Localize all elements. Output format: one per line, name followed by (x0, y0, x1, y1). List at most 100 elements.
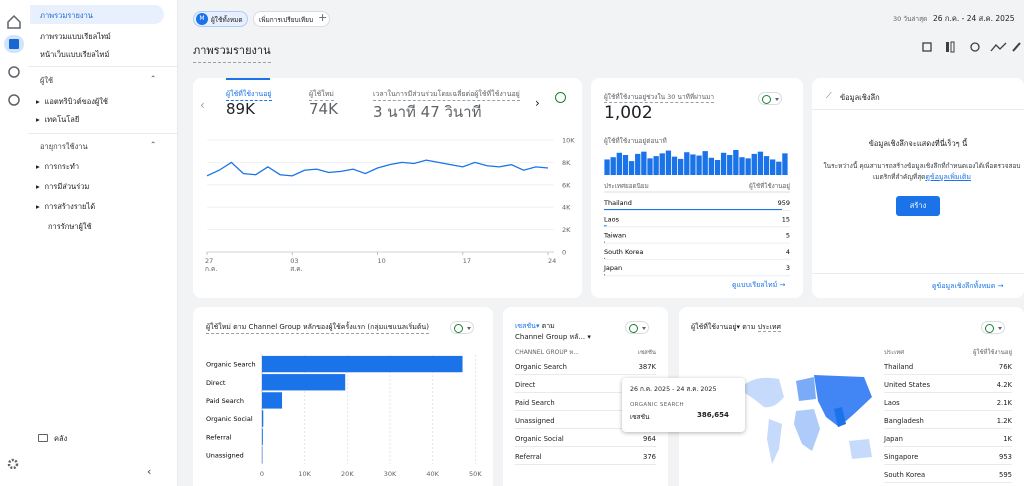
line-chart: 0 2K 4K 6K 8K 10K 27 ก.ค. 03 ส.ค. 10 17 24 (205, 137, 575, 274)
explore-icon[interactable] (8, 66, 20, 78)
nav-item[interactable]: ภาพรวมแบบเรียลไทม์ (40, 32, 111, 41)
metric-value: 74K (309, 100, 338, 118)
table-header: ผู้ใช้ที่ใช้งานอยู่ (749, 181, 790, 190)
insights-link[interactable]: ดูข้อมูลเชิงลึกทั้งหมด → (932, 282, 1004, 290)
realtime-title: ผู้ใช้ที่ใช้งานอยู่ช่วงใน 30 นาทีที่ผ่าน… (604, 93, 714, 103)
collapse-caret[interactable]: ⌃ (150, 74, 157, 83)
insights-title: ข้อมูลเชิงลึก (840, 93, 880, 102)
metric-picker[interactable]: เซสชัน▾ ตาม (515, 322, 555, 330)
category-label: Organic Search (206, 361, 256, 369)
plus-icon: + (318, 11, 328, 24)
row-rule (884, 428, 1012, 429)
home-icon[interactable] (7, 14, 21, 29)
row-value: 76K (998, 363, 1012, 371)
collapse-sidebar[interactable]: ‹ (147, 465, 152, 478)
metric-label[interactable]: ผู้ใช้ที่ใช้งานอยู่ (226, 89, 272, 101)
row-value: 1K (1003, 435, 1012, 443)
x-tick-label: 30K (384, 470, 397, 478)
map-south-america (767, 419, 782, 464)
dimension-picker-label: Channel Group หลั... (515, 333, 586, 341)
by-label: ตาม (541, 322, 555, 330)
map-asia (814, 375, 872, 427)
icon-rail (0, 0, 28, 486)
map-north-america (739, 377, 784, 408)
date-range[interactable]: 26 ก.ค. - 24 ส.ค. 2025 (933, 14, 1015, 23)
add-comparison[interactable] (253, 11, 330, 27)
row-rule (884, 464, 1012, 465)
bar (635, 153, 641, 175)
x-tick-label: 10K (298, 470, 311, 478)
learn-more[interactable]: ดูข้อมูลเพิ่มเติม (925, 173, 972, 181)
nav-item[interactable]: ภาพรวมรายงาน (40, 11, 93, 20)
bar (671, 156, 678, 175)
row-label: Paid Search (515, 399, 555, 407)
metric-picker-label: เซสชัน (515, 322, 536, 330)
nav-item[interactable]: การรักษาผู้ใช้ (48, 222, 92, 231)
y-tick-label: 8K (562, 159, 571, 167)
bar (604, 159, 610, 175)
insights-icon[interactable] (990, 42, 1007, 52)
country-name: Laos (604, 215, 620, 223)
row-rule (884, 392, 1012, 393)
row-rule (884, 482, 1012, 483)
bar (616, 152, 622, 175)
edit-icon[interactable] (1012, 42, 1021, 52)
metric-picker[interactable]: ผู้ใช้ที่ใช้งานอยู่ (691, 323, 737, 331)
row-label: Singapore (884, 453, 919, 461)
bar (751, 153, 757, 175)
metric-value: 3 นาที 47 วินาที (373, 103, 482, 121)
row-label: Bangladesh (884, 417, 924, 425)
nav-item-label: การมีส่วนร่วม (44, 182, 90, 191)
divider (28, 133, 178, 134)
dimension-picker[interactable]: ประเทศ (757, 323, 781, 332)
row-rule (884, 410, 1012, 411)
row-value: 595 (999, 471, 1012, 479)
y-tick-label: 2K (562, 226, 571, 234)
per-minute-title: ผู้ใช้ที่ใช้งานอยู่ต่อนาที (604, 137, 667, 145)
nav-section[interactable]: ผู้ใช้ (40, 76, 54, 85)
bar (262, 428, 263, 445)
reports-icon[interactable] (9, 39, 19, 49)
rail-icons (4, 14, 24, 470)
metric-label[interactable]: ผู้ใช้ใหม่ (309, 89, 334, 101)
status-menu[interactable] (981, 321, 1005, 334)
nav-item[interactable]: ▸ เทคโนโลยี (36, 115, 80, 124)
create-button[interactable]: สร้าง (896, 196, 940, 216)
settings-icon[interactable] (7, 458, 19, 470)
sidebar (28, 0, 178, 486)
advertising-icon[interactable] (8, 94, 20, 106)
segment-label: ผู้ใช้ทั้งหมด (211, 16, 243, 24)
nav-item[interactable]: ▸ การกระทำ (36, 162, 80, 171)
category-label: Paid Search (206, 397, 244, 405)
metric-label[interactable]: เวลาในการมีส่วนร่วมโดยเฉลี่ยต่อผู้ใช้ที่… (373, 89, 520, 101)
compare-icon[interactable] (946, 42, 949, 52)
nav-section[interactable]: อายุการใช้งาน (40, 142, 88, 151)
collapse-caret[interactable]: ⌃ (150, 140, 157, 149)
next-metric[interactable]: › (535, 96, 540, 110)
x-tick-label: 0 (260, 470, 264, 478)
status-menu[interactable] (625, 321, 649, 334)
prev-metric[interactable]: ‹ (200, 98, 205, 112)
row-value: 1.2K (996, 417, 1012, 425)
map-africa (794, 409, 820, 451)
nav-item[interactable]: ▸ แอตทริบิวต์ของผู้ใช้ (36, 97, 109, 106)
share-icon[interactable] (970, 42, 980, 52)
customize-icon[interactable] (922, 42, 932, 52)
bar (770, 159, 776, 175)
status-icon[interactable] (555, 92, 566, 103)
nav-item[interactable]: ▸ การมีส่วนร่วม (36, 182, 90, 191)
bar (659, 153, 665, 175)
realtime-link[interactable]: ดูแบบเรียลไทม์ → (732, 281, 786, 289)
table-header: ผู้ใช้ที่ใช้งานอยู่ (973, 349, 1012, 356)
dimension-picker[interactable]: Channel Group หลั... ▾ (515, 333, 591, 341)
nav-item[interactable]: ▸ การสร้างรายได้ (36, 202, 96, 211)
bar (739, 157, 745, 175)
row-label: South Korea (884, 471, 926, 479)
x-tick-label: 17 (463, 257, 471, 265)
nav-item[interactable]: หน้าเว็บแบบเรียลไทม์ (40, 50, 110, 59)
country-card: ผู้ใช้ที่ใช้งานอยู่▾ ตาม ประเทศ ประเทศ ผู… (679, 307, 1024, 486)
nav-library[interactable]: คลัง (54, 434, 68, 443)
status-menu[interactable] (758, 92, 782, 105)
status-menu[interactable] (450, 321, 474, 334)
